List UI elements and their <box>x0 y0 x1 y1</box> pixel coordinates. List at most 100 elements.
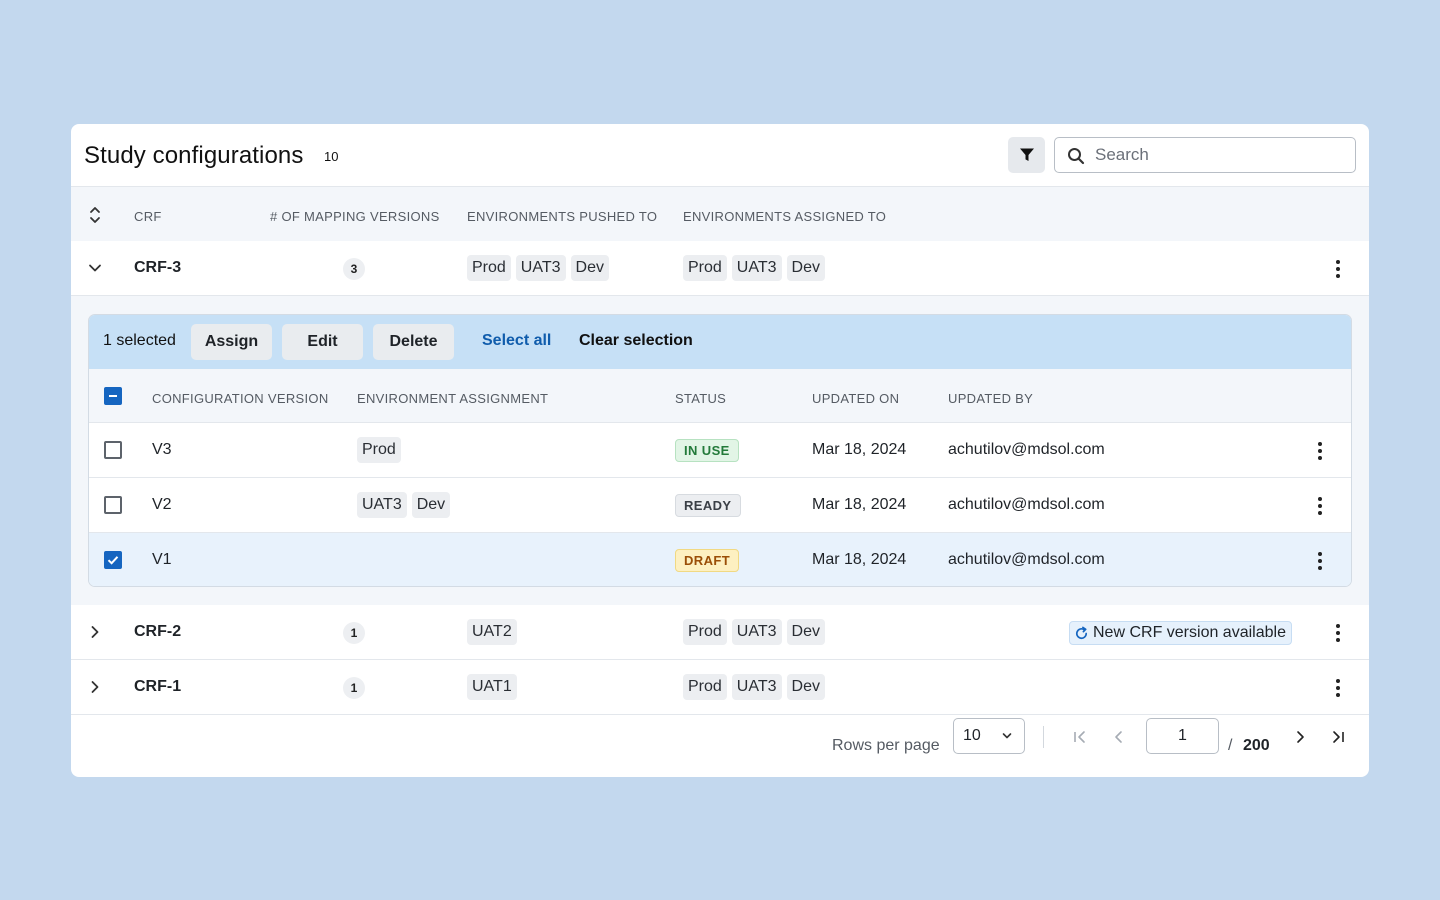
selected-count: 1 selected <box>103 332 176 349</box>
search-input[interactable] <box>1095 144 1345 166</box>
env-pushed-tags: UAT1 <box>467 674 517 700</box>
assign-button[interactable]: Assign <box>191 324 272 360</box>
study-configurations-card: Study configurations 10 CRF # OF MAPPING… <box>71 124 1369 777</box>
env-assigned-tags: Prod UAT3 Dev <box>683 255 825 281</box>
table-row[interactable]: CRF-2 1 UAT2 Prod UAT3 Dev New CRF versi… <box>71 605 1369 660</box>
column-header-config-version[interactable]: CONFIGURATION VERSION <box>152 391 329 406</box>
status-badge: DRAFT <box>675 549 740 572</box>
version-row[interactable]: V3 Prod IN USE Mar 18, 2024 achutilov@md… <box>89 423 1351 478</box>
delete-button[interactable]: Delete <box>373 324 454 360</box>
sort-icon[interactable] <box>89 205 101 225</box>
clear-selection-link[interactable]: Clear selection <box>579 332 693 349</box>
env-tag: UAT3 <box>731 255 782 281</box>
mapping-versions-count: 1 <box>343 622 365 644</box>
refresh-icon <box>1076 626 1088 639</box>
env-pushed-tags: Prod UAT3 Dev <box>467 255 609 281</box>
env-tag: Prod <box>357 437 401 463</box>
env-assigned-tags: Prod UAT3 Dev <box>683 674 825 700</box>
row-menu-icon[interactable] <box>1312 439 1328 463</box>
version-row[interactable]: V2 UAT3 Dev READY Mar 18, 2024 achutilov… <box>89 478 1351 533</box>
expanded-detail: 1 selected Assign Edit Delete Select all… <box>71 296 1369 605</box>
row-checkbox[interactable] <box>104 441 122 459</box>
crf-name: CRF-1 <box>134 678 182 695</box>
mapping-versions-count: 3 <box>343 258 365 280</box>
version-label: V3 <box>152 441 172 458</box>
env-tag: Prod <box>683 619 727 645</box>
updated-on: Mar 18, 2024 <box>812 551 907 568</box>
chevron-right-icon[interactable] <box>88 680 102 694</box>
page-separator: / <box>1228 737 1233 754</box>
env-tag: Dev <box>570 255 609 281</box>
env-tag: UAT3 <box>515 255 566 281</box>
env-tag: UAT3 <box>731 619 782 645</box>
version-label: V1 <box>152 551 172 568</box>
chevron-down-icon <box>1002 733 1012 739</box>
new-crf-version-notice[interactable]: New CRF version available <box>1069 621 1292 645</box>
new-crf-version-label: New CRF version available <box>1093 624 1286 641</box>
table-row[interactable]: CRF-3 3 Prod UAT3 Dev Prod UAT3 Dev <box>71 241 1369 296</box>
row-checkbox[interactable] <box>104 496 122 514</box>
env-tag: Dev <box>786 674 825 700</box>
env-tag: UAT3 <box>731 674 782 700</box>
select-all-checkbox[interactable] <box>104 387 122 405</box>
previous-page-icon[interactable] <box>1111 729 1127 745</box>
filter-icon <box>1019 148 1034 161</box>
row-menu-icon[interactable] <box>1330 621 1346 645</box>
column-header-crf[interactable]: CRF <box>134 209 162 224</box>
page-number-input[interactable]: 1 <box>1146 718 1219 754</box>
status-badge: READY <box>675 494 741 517</box>
versions-table-header: CONFIGURATION VERSION ENVIRONMENT ASSIGN… <box>89 369 1351 423</box>
column-header-env-assigned[interactable]: ENVIRONMENTS ASSIGNED TO <box>683 209 887 224</box>
version-row[interactable]: V1 DRAFT Mar 18, 2024 achutilov@mdsol.co… <box>89 533 1351 586</box>
env-pushed-tags: UAT2 <box>467 619 517 645</box>
column-header-updated-on[interactable]: UPDATED ON <box>812 391 900 406</box>
env-tag: Prod <box>683 255 727 281</box>
column-header-env-assignment[interactable]: ENVIRONMENT ASSIGNMENT <box>357 391 549 406</box>
row-menu-icon[interactable] <box>1330 257 1346 281</box>
chevron-down-icon[interactable] <box>88 261 102 275</box>
search-box[interactable] <box>1054 137 1356 173</box>
edit-button[interactable]: Edit <box>282 324 363 360</box>
column-header-updated-by[interactable]: UPDATED BY <box>948 391 1034 406</box>
row-menu-icon[interactable] <box>1312 494 1328 518</box>
updated-on: Mar 18, 2024 <box>812 441 907 458</box>
rows-per-page-value: 10 <box>963 727 981 744</box>
column-header-mapping-versions[interactable]: # OF MAPPING VERSIONS <box>270 209 440 224</box>
card-header: Study configurations 10 <box>71 124 1369 186</box>
next-page-icon[interactable] <box>1292 729 1308 745</box>
page-title: Study configurations <box>84 142 304 169</box>
env-assignment-tags: UAT3 Dev <box>357 492 451 518</box>
env-tag: Dev <box>411 492 451 518</box>
env-tag: UAT3 <box>357 492 407 518</box>
updated-by: achutilov@mdsol.com <box>948 551 1105 568</box>
select-all-link[interactable]: Select all <box>482 332 552 349</box>
column-header-status[interactable]: STATUS <box>675 391 727 406</box>
row-checkbox[interactable] <box>104 551 122 569</box>
status-badge: IN USE <box>675 439 739 462</box>
chevron-right-icon[interactable] <box>88 625 102 639</box>
crf-name: CRF-3 <box>134 259 182 276</box>
first-page-icon[interactable] <box>1072 729 1088 745</box>
versions-panel: 1 selected Assign Edit Delete Select all… <box>88 314 1352 587</box>
row-menu-icon[interactable] <box>1330 676 1346 700</box>
row-menu-icon[interactable] <box>1312 549 1328 573</box>
pagination: Rows per page 10 1 / 200 <box>71 714 1369 777</box>
last-page-icon[interactable] <box>1330 729 1346 745</box>
rows-per-page-label: Rows per page <box>832 737 940 754</box>
total-pages: 200 <box>1243 737 1270 754</box>
env-tag: Prod <box>467 255 511 281</box>
env-tag: UAT1 <box>467 674 517 700</box>
table-header: CRF # OF MAPPING VERSIONS ENVIRONMENTS P… <box>71 186 1369 241</box>
search-icon <box>1068 148 1085 165</box>
updated-by: achutilov@mdsol.com <box>948 441 1105 458</box>
column-header-env-pushed[interactable]: ENVIRONMENTS PUSHED TO <box>467 209 658 224</box>
table-row[interactable]: CRF-1 1 UAT1 Prod UAT3 Dev <box>71 660 1369 715</box>
checkmark-icon <box>107 556 119 565</box>
mapping-versions-count: 1 <box>343 677 365 699</box>
pager-divider <box>1043 726 1044 748</box>
filter-button[interactable] <box>1008 137 1045 173</box>
rows-per-page-select[interactable]: 10 <box>953 718 1025 754</box>
updated-on: Mar 18, 2024 <box>812 496 907 513</box>
env-tag: Dev <box>786 255 825 281</box>
env-tag: UAT2 <box>467 619 517 645</box>
